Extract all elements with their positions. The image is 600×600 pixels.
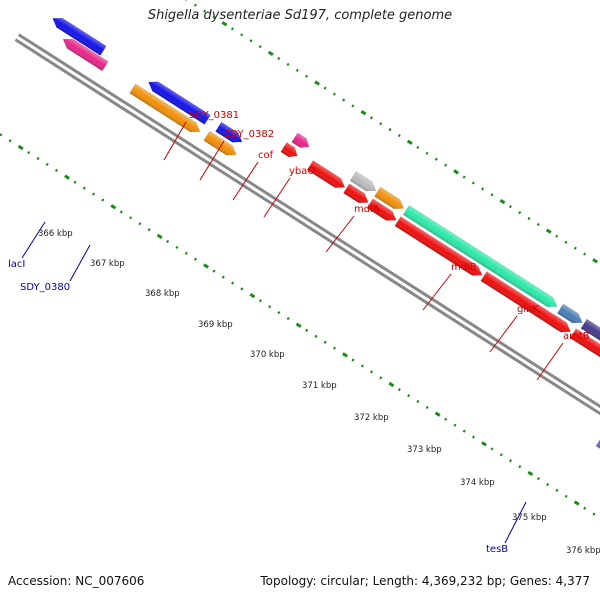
kbp-label-367: 367 kbp [90, 259, 125, 269]
gene-label-ybaO[interactable]: ybaO [289, 166, 315, 177]
gene-label-SDY_0381[interactable]: SDY_0381 [189, 110, 239, 121]
mdlB-leader-line [422, 273, 452, 311]
lacI-arrow-shade [148, 81, 211, 125]
teal-arrow-shade [63, 38, 109, 71]
gene-label-cof[interactable]: cof [258, 150, 274, 161]
kbp-label-372: 372 kbp [354, 413, 389, 423]
SDY_0380-arrow-b-shade [203, 131, 237, 156]
gene-label-tesB[interactable]: tesB [486, 544, 508, 555]
amtB-leader-line [536, 342, 564, 381]
SDY_0381-leader-line [163, 121, 187, 161]
gene-label-mdlB[interactable]: mdlB [451, 262, 477, 273]
gene-label-mdlA[interactable]: mdlA [354, 204, 380, 215]
lacI-leader-line [21, 221, 46, 259]
SDY_0380-arrow-shade [129, 83, 200, 132]
kbp-label-371: 371 kbp [302, 381, 337, 391]
SDY_0382-arrow-small-shade [280, 142, 298, 157]
kbp-label-369: 369 kbp [198, 320, 233, 330]
tick-ring-outer [184, 0, 599, 264]
kbp-label-375: 375 kbp [512, 513, 547, 523]
accession-text: Accession: NC_007606 [8, 574, 145, 588]
gene-label-amtB[interactable]: amtB [563, 331, 590, 342]
map-title: Shigella dysenteriae Sd197, complete gen… [147, 8, 453, 23]
gene-label-SDY_0382[interactable]: SDY_0382 [224, 129, 274, 140]
gene-label-lacI[interactable]: lacI [8, 259, 25, 270]
mdlA-leader-line [325, 215, 355, 253]
mdlB-arrow-shade [480, 271, 567, 330]
tick-ring-inner [0, 133, 596, 516]
mdlA-arrow-shade [403, 205, 557, 307]
gene-label-SDY_0380[interactable]: SDY_0380 [20, 282, 70, 293]
SDY_0380-leader-line [69, 244, 91, 282]
ybaO-arrow-shade [374, 187, 404, 209]
backbone-inner [14, 38, 600, 462]
kbp-label-370: 370 kbp [250, 350, 285, 360]
glnK-arrow-shade [557, 304, 583, 323]
glnK-leader-line [489, 315, 518, 353]
cof-box-shade [350, 171, 376, 191]
SDY_0382-arrow-shade [307, 160, 345, 188]
kbp-label-376: 376 kbp [566, 546, 600, 556]
red-arrow-c-shade [367, 198, 397, 221]
SDY_0382-leader-line [199, 140, 225, 181]
kbp-label-374: 374 kbp [460, 478, 495, 488]
kbp-label-373: 373 kbp [407, 445, 442, 455]
tesB-arrow-shade [595, 436, 600, 476]
red-arrow-e-shade [570, 328, 600, 378]
gene-label-glnK[interactable]: glnK [517, 304, 539, 315]
blue-arrow-small-shade [215, 122, 243, 143]
topology-text: Topology: circular; Length: 4,369,232 bp… [260, 574, 590, 588]
red-arrow-b-shade [343, 183, 369, 203]
cof-leader-line [232, 161, 259, 201]
lacI-arrow-a-shade [52, 18, 107, 56]
kbp-label-366: 366 kbp [38, 229, 73, 239]
backbone-outer [17, 33, 600, 457]
red-arrow-d-shade [549, 315, 571, 333]
tesB-leader-line [504, 501, 527, 544]
amtB-arrow-shade [580, 319, 600, 367]
ybaO-leader-line [263, 177, 291, 218]
SDY_0381-box-shade [291, 132, 310, 148]
mdlB-arrow-a-shade [394, 216, 483, 276]
kbp-label-368: 368 kbp [145, 289, 180, 299]
